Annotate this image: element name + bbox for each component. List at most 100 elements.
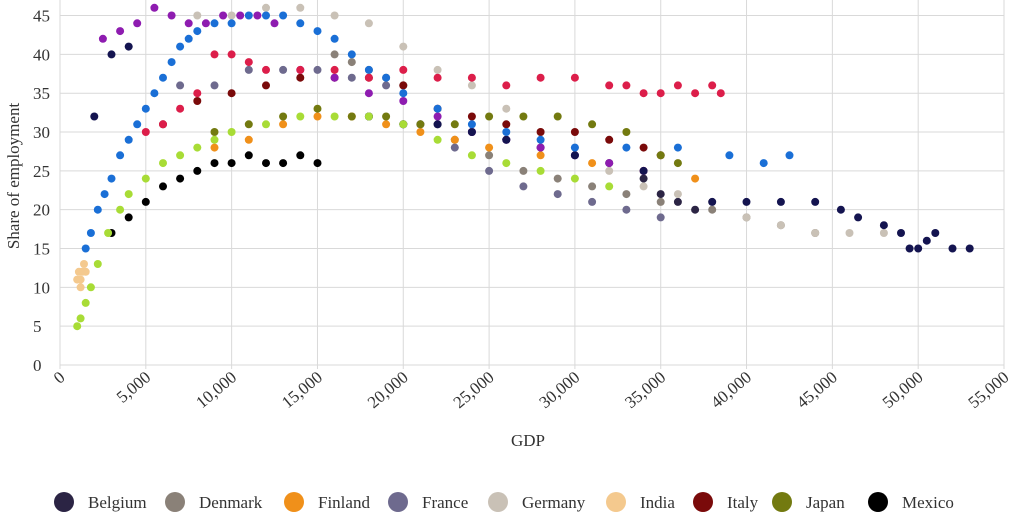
legend-marker <box>868 492 888 512</box>
series-lime <box>73 112 614 331</box>
data-point <box>76 314 85 323</box>
data-point <box>262 81 270 90</box>
data-point <box>570 128 579 136</box>
data-point <box>433 135 442 144</box>
data-point <box>725 151 734 160</box>
series-japan <box>210 104 682 168</box>
legend-item: Finland <box>284 492 370 512</box>
data-point <box>708 197 717 206</box>
y-tick-label: 10 <box>33 278 50 297</box>
data-point <box>133 120 142 129</box>
data-point <box>656 213 665 222</box>
data-point <box>605 166 614 175</box>
data-point <box>364 19 373 28</box>
data-point <box>347 112 356 121</box>
data-point <box>193 97 202 105</box>
data-point <box>467 151 476 160</box>
data-point <box>656 197 665 206</box>
data-point <box>201 19 210 28</box>
data-point <box>73 322 82 331</box>
series-magenta <box>98 3 648 175</box>
data-point <box>86 229 95 237</box>
legend-marker <box>388 492 408 512</box>
data-point <box>330 65 339 74</box>
data-point <box>176 174 185 183</box>
data-point <box>193 166 202 175</box>
data-point <box>116 27 125 36</box>
data-point <box>313 159 322 168</box>
data-point <box>347 73 356 82</box>
data-point <box>124 213 133 222</box>
data-point <box>502 104 511 113</box>
data-point <box>605 182 614 191</box>
data-point <box>227 50 236 59</box>
data-point <box>279 112 288 121</box>
series-mexico <box>107 151 322 237</box>
data-point <box>210 128 219 136</box>
data-point <box>433 112 442 121</box>
y-tick-label: 20 <box>33 201 50 220</box>
x-tick-label: 20,000 <box>364 368 412 413</box>
data-point <box>296 3 305 12</box>
data-point <box>176 42 185 51</box>
data-point <box>450 135 459 144</box>
data-point <box>708 81 717 90</box>
data-point <box>124 190 133 199</box>
y-tick-label: 15 <box>33 240 50 259</box>
data-point <box>167 58 176 67</box>
data-point <box>141 128 150 136</box>
data-point <box>656 190 665 199</box>
data-point <box>399 89 408 98</box>
data-point <box>279 159 288 168</box>
data-point <box>193 143 202 152</box>
x-tick-label: 15,000 <box>278 368 326 413</box>
data-point <box>313 27 322 36</box>
legend-item: Mexico <box>868 492 954 512</box>
legend-label: India <box>640 493 675 512</box>
x-tick-label: 0 <box>50 368 69 388</box>
legend-marker <box>772 492 792 512</box>
data-point <box>93 205 102 214</box>
data-point <box>104 229 113 237</box>
y-tick-label: 25 <box>33 162 50 181</box>
data-point <box>296 65 305 74</box>
data-point <box>673 190 682 199</box>
y-tick-label: 0 <box>33 356 42 375</box>
data-point <box>759 159 768 168</box>
data-point <box>210 143 219 152</box>
y-tick-label: 30 <box>33 123 50 142</box>
data-point <box>519 112 528 121</box>
data-point <box>588 120 597 129</box>
data-point <box>159 73 167 82</box>
data-point <box>116 205 125 214</box>
legend-marker <box>284 492 304 512</box>
data-point <box>639 166 648 175</box>
data-point <box>150 89 159 98</box>
data-point <box>107 50 116 59</box>
data-point <box>81 244 90 253</box>
data-point <box>502 81 511 90</box>
data-point <box>193 11 202 20</box>
data-point <box>836 205 845 214</box>
data-point <box>76 283 85 292</box>
data-point <box>433 120 442 129</box>
series-belgium <box>364 112 700 214</box>
data-point <box>570 151 579 160</box>
legend-marker <box>488 492 508 512</box>
data-point <box>227 19 236 28</box>
data-point <box>450 120 459 129</box>
data-point <box>244 65 253 74</box>
data-point <box>244 151 253 160</box>
data-point <box>227 89 236 98</box>
data-point <box>133 19 142 28</box>
data-point <box>76 275 85 284</box>
data-point <box>330 73 339 82</box>
data-point <box>467 120 476 129</box>
data-point <box>467 81 476 90</box>
x-tick-label: 30,000 <box>535 368 583 413</box>
data-point <box>879 221 888 230</box>
data-point <box>399 81 408 90</box>
data-point <box>605 81 614 90</box>
data-point <box>811 197 820 206</box>
